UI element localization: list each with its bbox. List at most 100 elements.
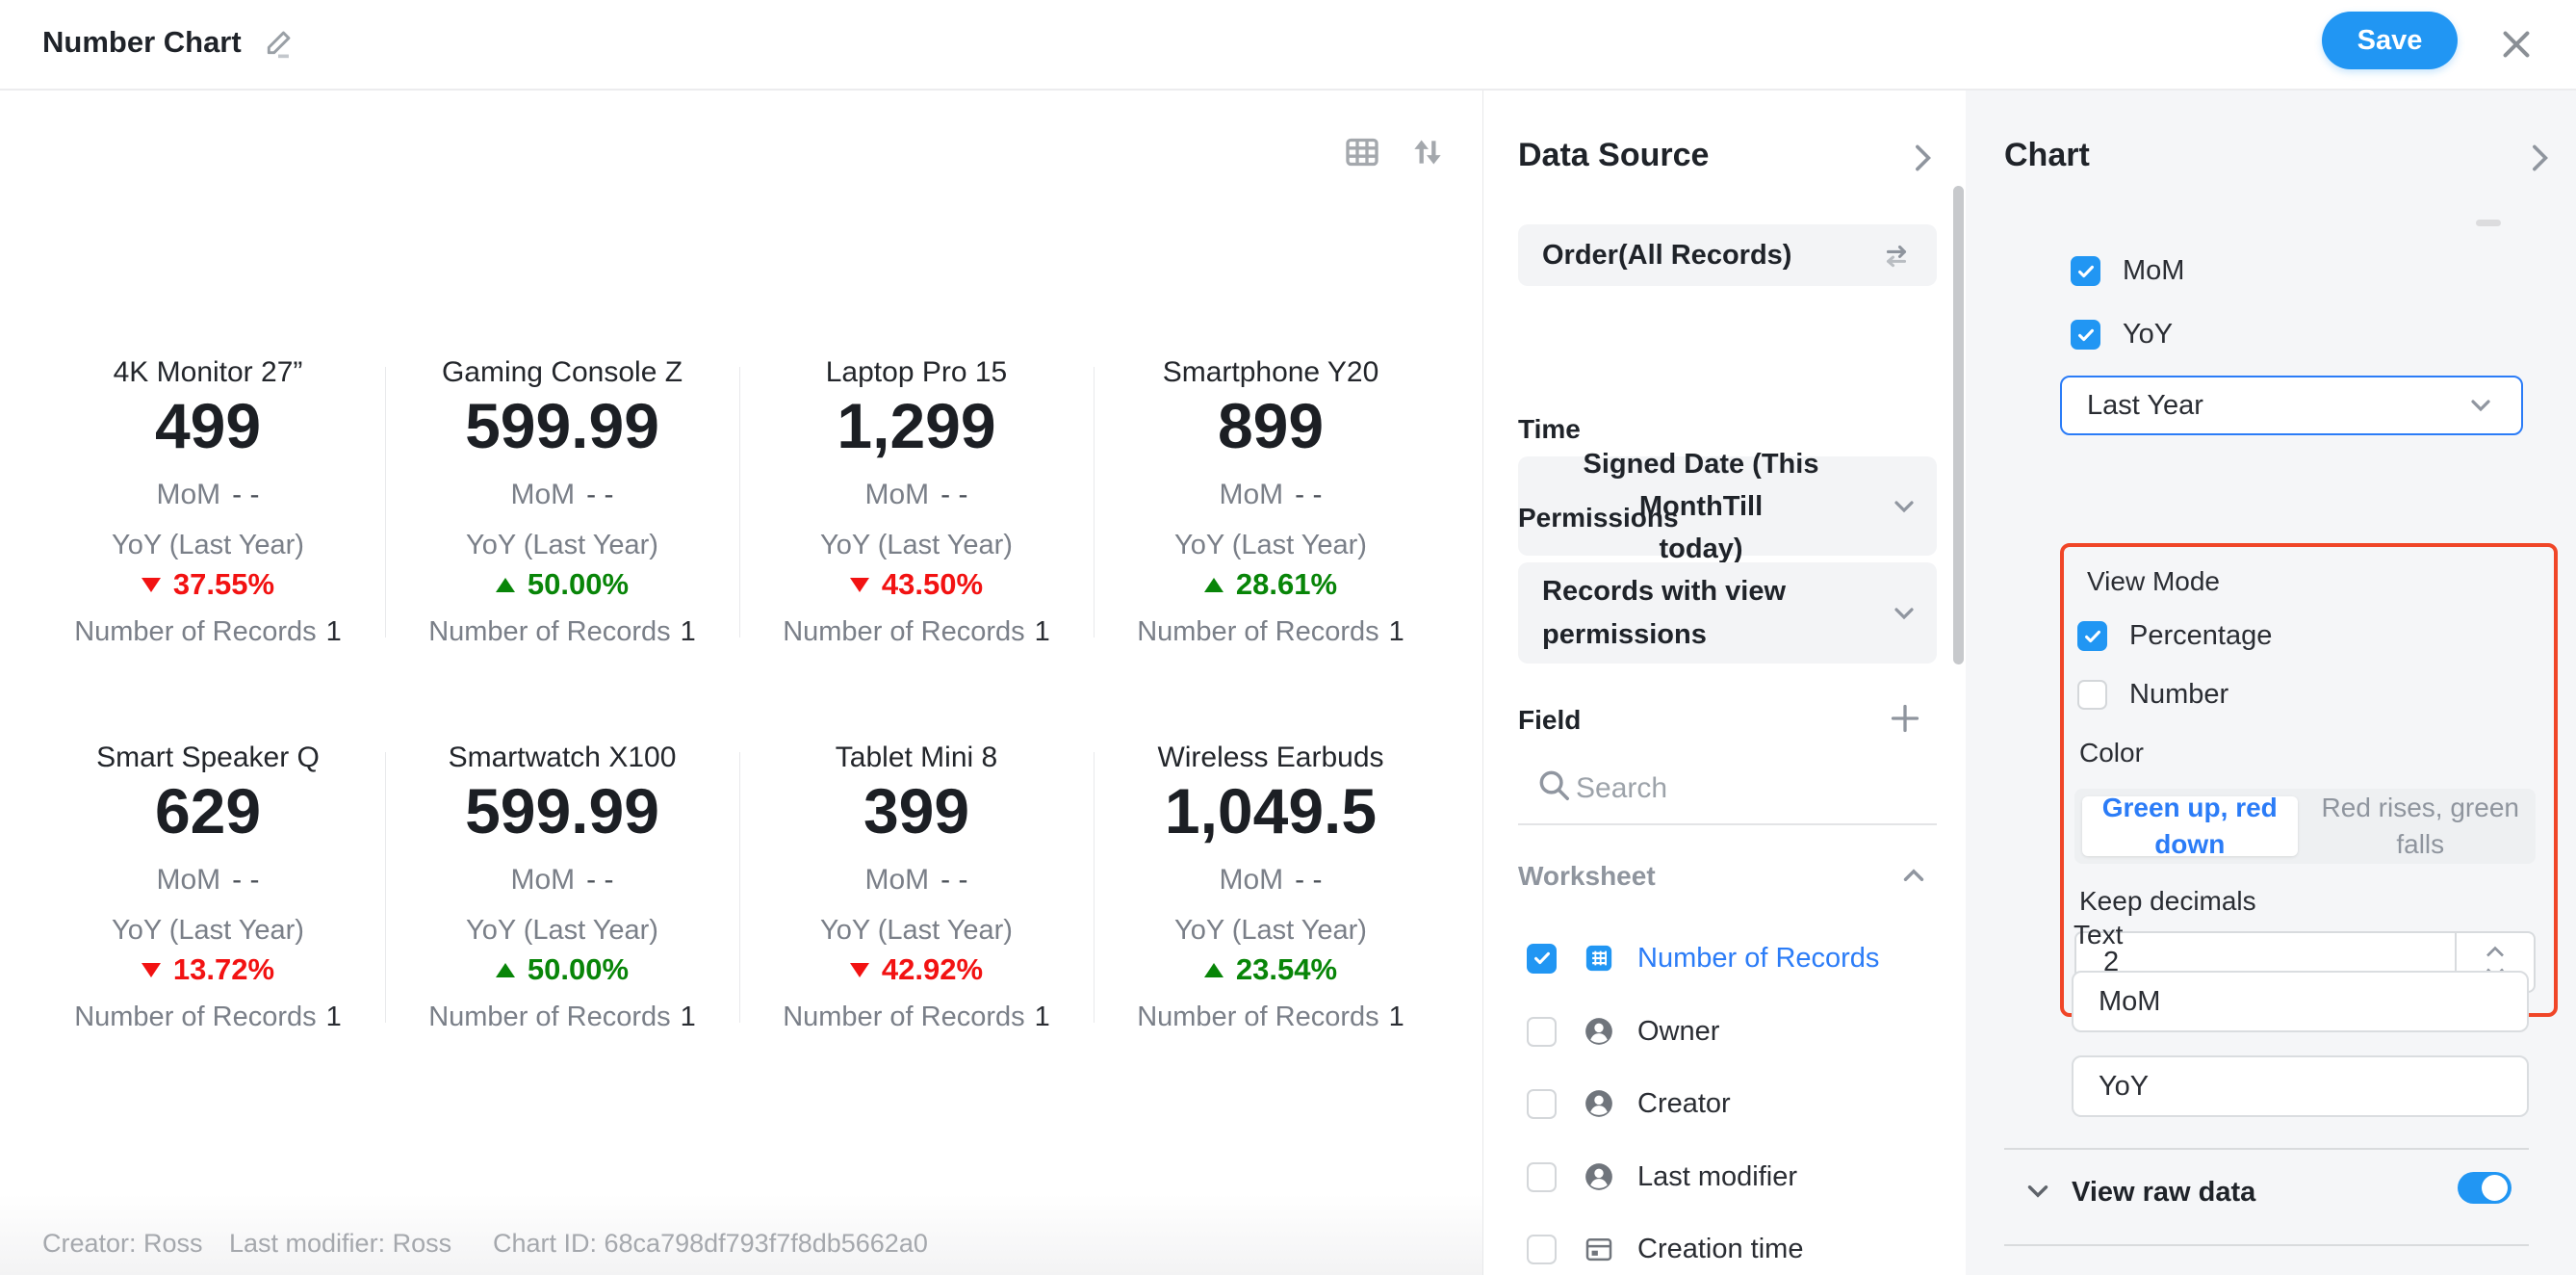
trend-down-icon <box>849 962 869 977</box>
records-value: 1 <box>680 1002 696 1032</box>
time-section-label: Time <box>1518 414 1581 444</box>
view-mode-label: View Mode <box>2087 566 2221 596</box>
swap-table-icon[interactable] <box>1880 239 1913 272</box>
yoy-change-value: 13.72% <box>172 952 275 986</box>
yoy-option-row[interactable]: YoY <box>2071 319 2173 351</box>
color-segmented-control: Green up, red down Red rises, green fall… <box>2074 789 2536 864</box>
page-title: Number Chart <box>42 25 242 59</box>
time-field-value-line2: today) <box>1659 533 1743 564</box>
mom-option-row[interactable]: MoM <box>2071 255 2184 287</box>
checkbox-checked[interactable] <box>1527 943 1557 974</box>
card-mom-row: MoM - - <box>385 864 739 897</box>
checkbox-unchecked[interactable] <box>2077 680 2107 710</box>
number-option-row[interactable]: Number <box>2077 679 2228 711</box>
period-dropdown[interactable]: Last Year <box>2060 376 2523 435</box>
records-value: 1 <box>1388 1002 1404 1032</box>
trend-up-icon <box>495 962 515 977</box>
card-yoy-label: YoY (Last Year) <box>1174 915 1367 946</box>
keep-decimals-label: Keep decimals <box>2079 886 2256 916</box>
field-row-creation-time[interactable]: Creation time <box>1527 1220 1803 1275</box>
chart-id-text: Chart ID: 68ca798df793f7f8db5662a0 <box>493 1229 928 1258</box>
card-yoy-label: YoY (Last Year) <box>112 530 304 560</box>
collapse-panel-icon[interactable] <box>2522 141 2557 175</box>
card-value: 599.99 <box>465 775 659 846</box>
mom-value: - - <box>940 864 968 896</box>
card-value: 1,299 <box>837 390 996 461</box>
card-divider <box>739 367 740 638</box>
chevron-down-icon <box>1889 598 1919 629</box>
yoy-text-input[interactable] <box>2072 1055 2529 1117</box>
checkbox-unchecked[interactable] <box>1527 1016 1557 1047</box>
number-card: Laptop Pro 15 1,299 MoM - - YoY (Last Yea… <box>739 356 1094 657</box>
mom-label: MoM <box>510 864 576 896</box>
datasource-table-selector[interactable]: Order(All Records) <box>1518 224 1937 286</box>
mom-label: MoM <box>510 479 576 510</box>
chevron-up-icon[interactable] <box>1897 859 1930 892</box>
card-value: 499 <box>154 390 262 461</box>
card-title: Smartwatch X100 <box>448 742 677 773</box>
panel-divider <box>1482 91 1483 1275</box>
chart-preview-area: 4K Monitor 27” 499 MoM - - YoY (Last Year… <box>0 91 1482 1275</box>
mom-label: MoM <box>864 479 930 510</box>
records-label: Number of Records <box>783 616 1025 647</box>
color-label: Color <box>2079 738 2144 768</box>
mom-value: - - <box>1295 479 1323 510</box>
card-title: Wireless Earbuds <box>1157 742 1384 773</box>
checkbox-checked[interactable] <box>2071 256 2100 286</box>
view-raw-data-toggle[interactable] <box>2458 1172 2512 1204</box>
card-title: Tablet Mini 8 <box>835 742 998 773</box>
edit-title-icon[interactable] <box>262 27 295 60</box>
view-raw-data-label: View raw data <box>2072 1177 2256 1208</box>
field-row-creator[interactable]: Creator <box>1527 1075 1731 1132</box>
add-field-icon[interactable] <box>1888 701 1922 736</box>
checkbox-unchecked[interactable] <box>1527 1161 1557 1192</box>
checkbox-checked[interactable] <box>2071 320 2100 350</box>
top-bar: Number Chart Save <box>0 0 2576 91</box>
card-yoy-change: 43.50% <box>739 567 1094 602</box>
checkbox-unchecked[interactable] <box>1527 1088 1557 1119</box>
card-yoy-change: 50.00% <box>385 952 739 987</box>
collapse-panel-icon[interactable] <box>1905 141 1940 175</box>
color-option-red-up[interactable]: Red rises, green falls <box>2306 789 2537 864</box>
percentage-option-row[interactable]: Percentage <box>2077 620 2272 652</box>
view-as-table-icon[interactable] <box>1343 133 1381 171</box>
card-mom-row: MoM - - <box>739 479 1094 511</box>
toggle-knob <box>2482 1175 2508 1201</box>
chevron-down-icon <box>1889 491 1919 522</box>
yoy-change-value: 42.92% <box>881 952 984 986</box>
yoy-change-value: 28.61% <box>1235 567 1338 601</box>
card-yoy-label: YoY (Last Year) <box>466 915 658 946</box>
card-yoy-change: 42.92% <box>739 952 1094 987</box>
card-yoy-change: 28.61% <box>1094 567 1448 602</box>
checkbox-checked[interactable] <box>2077 621 2107 651</box>
yoy-change-value: 43.50% <box>881 567 984 601</box>
chevron-down-icon <box>2465 390 2496 421</box>
person-icon <box>1584 1088 1614 1119</box>
search-input[interactable] <box>1576 765 1903 813</box>
field-row-owner[interactable]: Owner <box>1527 1002 1719 1060</box>
chevron-down-icon[interactable] <box>2022 1175 2054 1208</box>
sort-icon[interactable] <box>1408 133 1447 171</box>
field-label: Creator <box>1637 1087 1731 1119</box>
mom-label: MoM <box>864 864 930 896</box>
field-row-last-modifier[interactable]: Last modifier <box>1527 1148 1797 1206</box>
records-value: 1 <box>1034 616 1050 647</box>
save-button[interactable]: Save <box>2322 12 2458 69</box>
text-section-label: Text <box>2074 920 2124 950</box>
scrollbar-thumb[interactable] <box>1953 186 1964 664</box>
permissions-dropdown[interactable]: Records with view permissions <box>1518 562 1937 664</box>
mom-value: - - <box>232 864 260 896</box>
mom-text-input[interactable] <box>2072 971 2529 1032</box>
field-row-number-of-records[interactable]: Number of Records <box>1527 929 1879 987</box>
checkbox-unchecked[interactable] <box>1527 1234 1557 1264</box>
time-field-dropdown[interactable]: Signed Date (This MonthTill today) <box>1518 449 1937 564</box>
card-mom-row: MoM - - <box>739 864 1094 897</box>
card-records-row: Number of Records 1 <box>385 1002 739 1033</box>
color-option-green-up[interactable]: Green up, red down <box>2074 789 2306 864</box>
yoy-change-value: 50.00% <box>527 952 630 986</box>
search-icon <box>1535 767 1572 803</box>
permissions-value-line2: permissions <box>1542 618 1707 650</box>
card-records-row: Number of Records 1 <box>385 616 739 648</box>
close-icon[interactable] <box>2497 25 2536 64</box>
